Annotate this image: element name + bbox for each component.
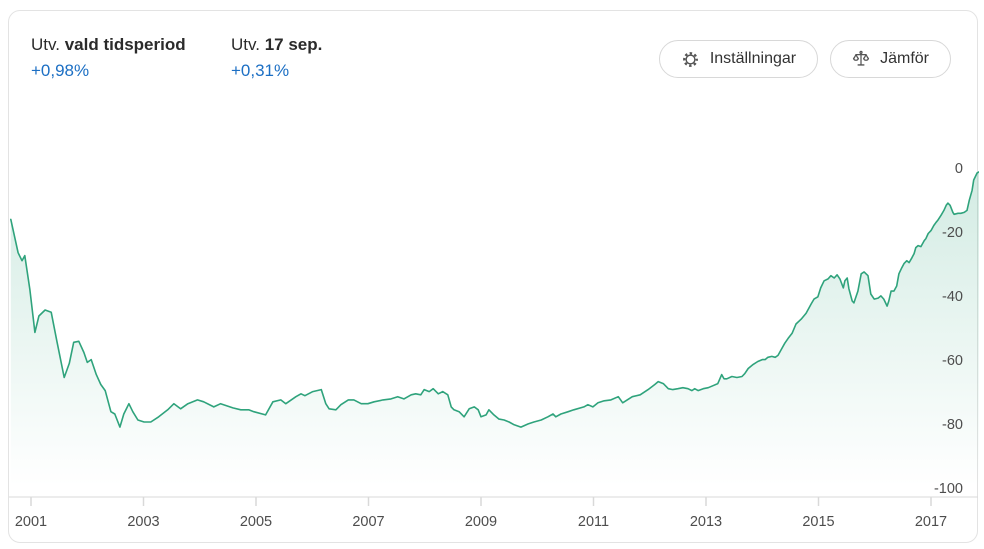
- y-tick-label: -80: [942, 417, 963, 433]
- x-tick-label: 2001: [15, 514, 47, 530]
- y-tick-label: 0: [955, 161, 963, 177]
- x-tick-label: 2013: [690, 514, 722, 530]
- compare-button[interactable]: Jämför: [830, 40, 951, 78]
- stat-today-label-bold: 17 sep.: [264, 35, 323, 54]
- stat-today-value: +0,31%: [231, 61, 290, 80]
- y-tick-label: -40: [942, 289, 963, 305]
- price-line: [10, 170, 982, 428]
- stat-period: Utv. vald tidsperiod +0,98%: [31, 35, 186, 81]
- y-tick-label: -20: [942, 225, 963, 241]
- stat-period-label-bold: vald tidsperiod: [64, 35, 186, 54]
- settings-button[interactable]: Inställningar: [658, 40, 819, 78]
- y-tick-label: -100: [934, 481, 963, 497]
- settings-button-label: Inställningar: [709, 50, 797, 67]
- gear-icon: [681, 50, 700, 69]
- scale-icon: [852, 50, 870, 68]
- stat-today: Utv. 17 sep. +0,31%: [231, 35, 322, 81]
- stat-period-value: +0,98%: [31, 61, 90, 80]
- area-fill: [10, 171, 982, 497]
- y-tick-label: -60: [942, 353, 963, 369]
- stat-today-label-prefix: Utv.: [231, 35, 260, 54]
- chart-svg: 2001 2003 2005 2007 2009 2011 2013 2015 2017 0 -20…: [9, 161, 982, 530]
- x-tick-label: 2015: [802, 514, 834, 530]
- x-tick-label: 2005: [240, 514, 272, 530]
- x-tick-label: 2017: [915, 514, 947, 530]
- chart-card: 2001 2003 2005 2007 2009 2011 2013 2015 2017 0 -20…: [8, 10, 982, 544]
- price-chart[interactable]: 2001 2003 2005 2007 2009 2011 2013 2015 2017 0 -20…: [9, 11, 982, 544]
- x-tick-label: 2009: [465, 514, 497, 530]
- compare-button-label: Jämför: [880, 50, 929, 67]
- x-tick-label: 2011: [578, 514, 609, 530]
- x-tick-label: 2003: [127, 514, 159, 530]
- stat-period-label: Utv. vald tidsperiod: [31, 35, 186, 55]
- stat-period-label-prefix: Utv.: [31, 35, 60, 54]
- stat-today-label: Utv. 17 sep.: [231, 35, 322, 55]
- chart-actions: Inställningar Jämför: [658, 40, 951, 78]
- x-tick-label: 2007: [352, 514, 384, 530]
